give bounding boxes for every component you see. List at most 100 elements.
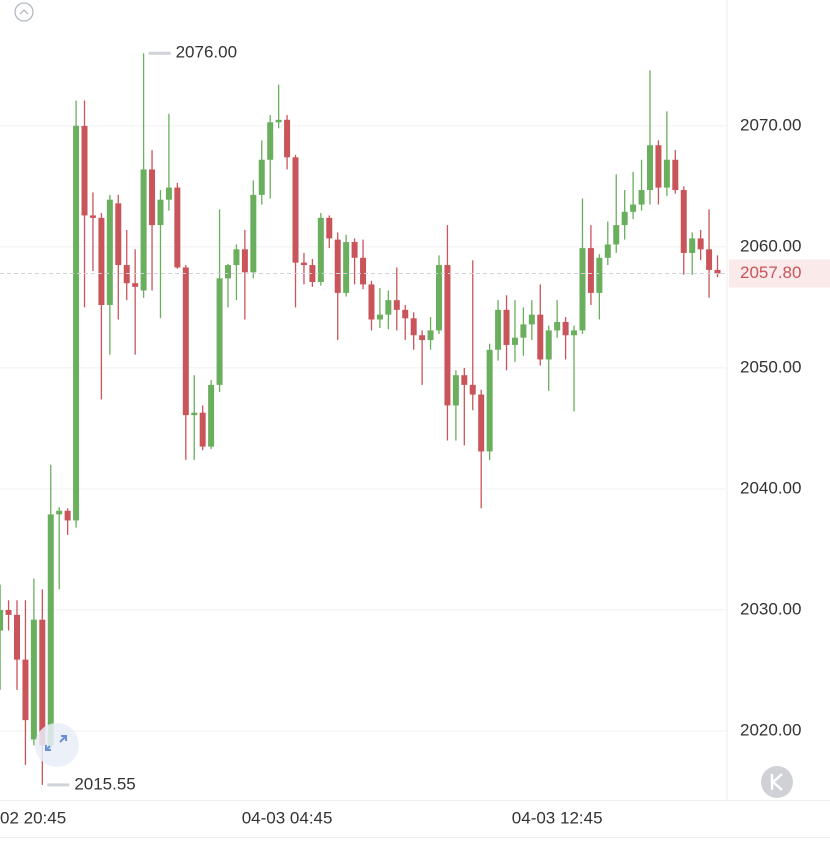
- x-tick-label: 04-03 04:45: [242, 808, 333, 827]
- candle-body: [452, 375, 459, 406]
- y-tick-label: 2070.00: [740, 115, 801, 134]
- k-button[interactable]: [761, 766, 793, 798]
- candle-body: [436, 265, 442, 331]
- candle-body: [520, 324, 527, 338]
- candle-body: [191, 412, 198, 416]
- candle-body: [697, 238, 704, 250]
- candle-body: [385, 300, 392, 315]
- candle-body: [64, 510, 71, 521]
- plot: [0, 53, 727, 785]
- candle-body: [123, 265, 130, 284]
- candle-body: [537, 314, 544, 360]
- candle-body: [284, 119, 291, 158]
- y-tick-label: 2030.00: [740, 599, 801, 618]
- candle-body: [165, 187, 172, 200]
- candle-body: [22, 659, 29, 721]
- max-marker-label: 2076.00: [176, 43, 237, 62]
- candle-body: [334, 239, 341, 293]
- candle-body: [562, 321, 569, 336]
- candle-body: [73, 125, 80, 521]
- candle-body: [81, 125, 88, 216]
- candle-body: [663, 159, 670, 188]
- candle-body: [621, 211, 628, 226]
- y-tick-label: 2050.00: [740, 357, 801, 376]
- candle-body: [208, 384, 215, 447]
- candle-body: [495, 309, 502, 350]
- candle-body: [571, 330, 578, 336]
- candle-body: [469, 384, 476, 395]
- candle-body: [89, 215, 96, 218]
- candle-body: [554, 321, 561, 331]
- candle-body: [528, 314, 535, 325]
- expand-button[interactable]: [35, 723, 79, 767]
- candle-body: [360, 257, 367, 285]
- last-price-label: 2057.80: [740, 263, 801, 282]
- y-tick-label: 2040.00: [740, 478, 801, 497]
- candle-body: [461, 375, 468, 385]
- candle-body: [419, 335, 426, 341]
- candle-body: [115, 203, 122, 266]
- candle-body: [596, 257, 603, 293]
- candle-body: [714, 269, 721, 274]
- candle-body: [174, 187, 181, 268]
- candle-body: [604, 244, 611, 258]
- candle-body: [587, 248, 594, 293]
- candle-body: [343, 242, 350, 293]
- candle-body: [579, 248, 586, 331]
- candle-body: [376, 314, 383, 320]
- candle-body: [706, 249, 713, 270]
- candle-body: [14, 614, 20, 660]
- candle-body: [351, 242, 358, 258]
- candle-body: [267, 122, 274, 160]
- candle-body: [402, 309, 409, 319]
- candle-body: [545, 330, 552, 360]
- candle-body: [630, 204, 637, 212]
- candle-body: [216, 278, 223, 385]
- candle-body: [300, 262, 307, 266]
- candle-body: [56, 510, 63, 515]
- candle-body: [486, 349, 493, 452]
- candle-body: [613, 225, 620, 245]
- candle-body: [503, 309, 510, 345]
- candle-body: [292, 157, 299, 263]
- candle-body: [393, 300, 400, 310]
- candle-body: [98, 217, 105, 305]
- candle-body: [182, 267, 189, 416]
- y-tick-label: 2020.00: [740, 720, 801, 739]
- min-marker-label: 2015.55: [74, 774, 135, 793]
- candle-body: [689, 238, 696, 253]
- candle-body: [5, 609, 12, 615]
- candle-body: [638, 190, 645, 205]
- candle-body: [326, 217, 333, 239]
- candle-body: [132, 283, 139, 287]
- candle-body: [241, 249, 248, 273]
- candle-body: [149, 169, 156, 226]
- candle-body: [410, 318, 417, 336]
- candle-body: [47, 514, 54, 746]
- candle-body: [275, 119, 282, 123]
- candle-body: [309, 265, 316, 282]
- candle-body: [444, 265, 451, 406]
- candle-body: [140, 169, 147, 291]
- candle-body: [655, 145, 662, 188]
- candle-body: [250, 194, 257, 273]
- candle-body: [647, 145, 653, 191]
- candle-body: [317, 217, 324, 282]
- candle-body: [368, 284, 375, 320]
- candle-body: [258, 159, 265, 195]
- candle-body: [233, 249, 240, 266]
- candle-body: [225, 265, 231, 279]
- y-tick-label: 2060.00: [740, 236, 801, 255]
- last-price-tag: [729, 259, 830, 288]
- candle-body: [199, 412, 206, 447]
- x-tick-label: 04-03 12:45: [512, 808, 603, 827]
- candle-body: [427, 330, 434, 341]
- candle-body: [478, 394, 485, 452]
- x-tick-label: 02 20:45: [0, 808, 66, 827]
- candle-body: [39, 619, 46, 746]
- candle-body: [672, 159, 679, 191]
- candle-body: [680, 190, 687, 253]
- collapse-button[interactable]: [14, 2, 34, 22]
